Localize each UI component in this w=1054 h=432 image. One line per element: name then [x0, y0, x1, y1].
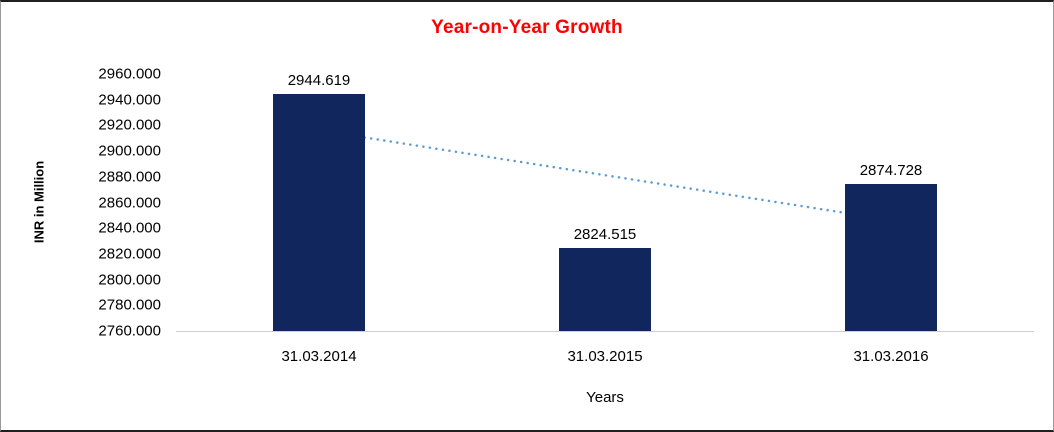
x-axis-title: Years	[586, 389, 624, 406]
y-axis-tick-label: 2880.000	[98, 168, 161, 186]
y-axis-tick-label: 2960.000	[98, 65, 161, 83]
y-axis-tick-label: 2760.000	[98, 322, 161, 340]
chart-title: Year-on-Year Growth	[431, 17, 623, 38]
bar-31.03.2016	[845, 183, 937, 331]
bar-data-label: 2944.619	[287, 71, 351, 89]
y-axis-tick-label: 2800.000	[98, 271, 161, 289]
y-axis-tick-label: 2840.000	[98, 219, 161, 237]
bar-31.03.2015	[559, 248, 651, 331]
y-axis-tick-label: 2920.000	[98, 116, 161, 134]
x-axis-tick-label: 31.03.2015	[567, 348, 643, 365]
bar-data-label: 2874.728	[859, 161, 923, 179]
x-axis-tick-label: 31.03.2014	[281, 348, 357, 365]
plot-area: 2944.619 2824.515 2874.728	[176, 71, 1034, 332]
y-axis-tick-label: 2940.000	[98, 91, 161, 109]
x-axis-tick-labels: 31.03.2014 31.03.2015 31.03.2016	[176, 348, 1034, 368]
y-axis-title: INR in Million	[31, 160, 47, 244]
y-axis-tick-label: 2900.000	[98, 142, 161, 160]
trendline-segment	[317, 129, 893, 222]
bar-31.03.2014	[273, 93, 365, 331]
y-axis-tick-label: 2820.000	[98, 245, 161, 263]
x-axis-tick-label: 31.03.2016	[853, 348, 929, 365]
bar-data-label: 2824.515	[573, 226, 637, 244]
y-axis-tick-label: 2780.000	[98, 296, 161, 314]
y-axis-tick-labels: 2960.000 2940.000 2920.000 2900.000 2880.000…	[56, 66, 161, 340]
y-axis-tick-label: 2860.000	[98, 194, 161, 211]
